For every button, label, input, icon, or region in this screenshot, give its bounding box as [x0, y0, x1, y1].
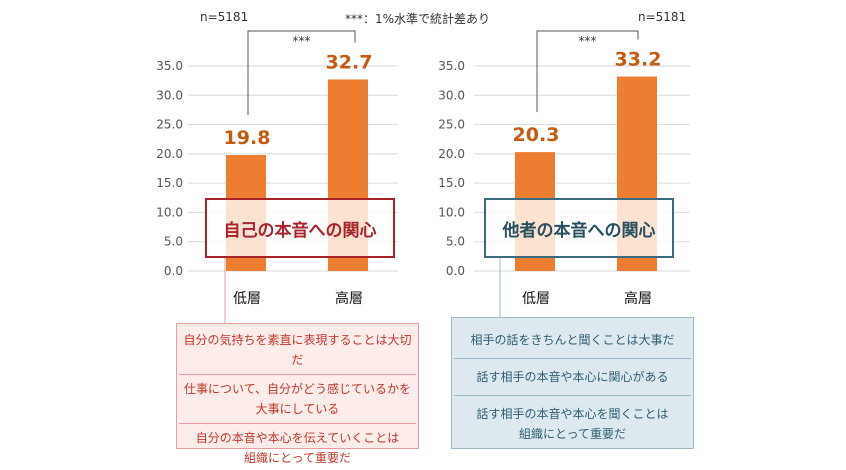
- left-note-line: 組織にとって重要だ: [243, 451, 352, 465]
- right-note-item: 話す相手の本音や本心を聞くことは 組織にとって重要だ: [452, 404, 693, 444]
- right-category-label-2: 高層: [624, 290, 652, 307]
- right-y-tick-label: 35.0: [438, 59, 465, 73]
- left-y-tick-label: 10.0: [156, 205, 183, 219]
- right-y-tick-label: 10.0: [438, 205, 465, 219]
- right-note-item: 相手の話をきちんと聞くことは大事だ: [452, 330, 693, 350]
- left-significance-bracket: [247, 30, 356, 116]
- left-category-label-2: 高層: [335, 290, 363, 307]
- left-y-tick-label: 20.0: [156, 147, 183, 161]
- right-y-tick-label: 30.0: [438, 88, 465, 102]
- right-note-separator: [454, 358, 691, 359]
- left-note-line: 仕事について、自分がどう感じているかを: [183, 382, 412, 396]
- right-y-tick-label: 20.0: [438, 147, 465, 161]
- left-note-separator: [179, 374, 416, 375]
- right-notes-box: 相手の話をきちんと聞くことは大事だ 話す相手の本音や本心に関心がある 話す相手の本音…: [451, 317, 694, 449]
- left-n-label: n=5181: [200, 10, 249, 24]
- left-value-label-2: 32.7: [326, 51, 373, 73]
- right-value-label-2: 33.2: [615, 49, 662, 71]
- left-note-item: 自分の気持ちを素直に表現することは大切だ: [177, 330, 418, 370]
- left-significance-mark: ***: [293, 34, 311, 48]
- left-chart-title-box: 自己の本音への関心: [205, 198, 395, 258]
- right-y-tick-label: 25.0: [438, 118, 465, 132]
- left-y-tick-label: 25.0: [156, 118, 183, 132]
- right-note-separator: [454, 395, 691, 396]
- right-note-item: 話す相手の本音や本心に関心がある: [452, 367, 693, 387]
- right-note-line: 話す相手の本音や本心に関心がある: [476, 370, 669, 384]
- left-y-tick-label: 35.0: [156, 59, 183, 73]
- right-chart-title-box: 他者の本音への関心: [484, 198, 674, 258]
- left-y-tick-label: 15.0: [156, 176, 183, 190]
- right-category-label-1: 低層: [522, 291, 550, 307]
- right-significance-mark: ***: [579, 34, 597, 48]
- left-note-line: 自分の気持ちを素直に表現することは大切だ: [183, 333, 412, 367]
- left-y-tick-label: 0.0: [164, 264, 183, 278]
- left-category-label-1: 低層: [233, 291, 261, 307]
- right-y-tick-label: 15.0: [438, 176, 465, 190]
- right-y-tick-label: 0.0: [446, 264, 465, 278]
- left-y-tick-label: 30.0: [156, 88, 183, 102]
- left-note-item: 仕事について、自分がどう感じているかを 大事にしている: [177, 379, 418, 419]
- right-y-tick-label: 5.0: [446, 235, 465, 249]
- right-note-line: 相手の話をきちんと聞くことは大事だ: [470, 333, 675, 347]
- significance-note: ***：1%水準で統計差あり: [345, 12, 491, 26]
- right-value-label-1: 20.3: [513, 124, 560, 146]
- left-note-item: 自分の本音や本心を伝えていくことは 組織にとって重要だ: [177, 428, 418, 468]
- left-note-line: 自分の本音や本心を伝えていくことは: [195, 431, 400, 445]
- right-note-line: 話す相手の本音や本心を聞くことは: [476, 407, 669, 421]
- left-value-label-1: 19.8: [224, 127, 271, 149]
- left-note-line: 大事にしている: [255, 402, 340, 416]
- left-notes-box: 自分の気持ちを素直に表現することは大切だ仕事について、自分がどう感じているかを大…: [176, 323, 419, 465]
- left-y-tick-label: 5.0: [164, 235, 183, 249]
- right-note-line: 組織にとって重要だ: [518, 427, 627, 441]
- left-note-separator: [179, 423, 416, 424]
- right-significance-bracket: [536, 30, 639, 113]
- right-n-label: n=5181: [638, 10, 687, 24]
